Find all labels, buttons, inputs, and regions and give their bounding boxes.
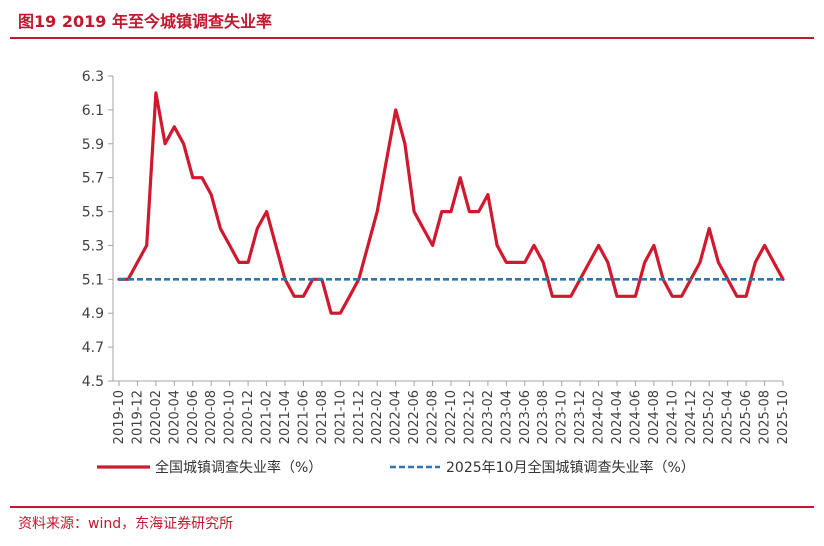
source-rule (10, 506, 814, 508)
y-tick-label: 5.1 (82, 272, 104, 288)
y-tick-label: 4.5 (82, 374, 104, 390)
series-layer (117, 91, 785, 315)
x-tick-label: 2021-06 (296, 390, 311, 444)
x-tick-label: 2024-02 (592, 390, 607, 444)
x-tick-label: 2023-10 (555, 390, 570, 444)
x-tick-label: 2020-08 (204, 390, 219, 444)
x-tick-label: 2024-10 (665, 390, 680, 444)
x-tick-label: 2021-02 (260, 390, 275, 444)
figure-title: 图19 2019 年至今城镇调查失业率 (18, 12, 272, 31)
x-tick-label: 2021-12 (352, 390, 367, 444)
x-tick-label: 2025-06 (739, 390, 754, 444)
x-tick-label: 2025-08 (758, 390, 773, 444)
x-tick-label: 2022-08 (426, 390, 441, 444)
y-tick-label: 5.9 (82, 137, 104, 153)
source-note: 资料来源：wind，东海证券研究所 (18, 516, 234, 532)
x-tick-label: 2023-12 (573, 390, 588, 444)
y-tick-label: 6.3 (82, 69, 104, 85)
series-line-unemployment (117, 91, 785, 315)
x-tick-label: 2022-10 (444, 390, 459, 444)
y-axis: 6.3 6.1 5.9 5.7 5.5 5.3 5.1 4.9 4.7 4.5 (82, 69, 114, 390)
legend-label-series-1: 全国城镇调查失业率（%） (155, 459, 322, 476)
y-tick-label: 6.1 (82, 103, 104, 119)
y-tick-label: 5.3 (82, 238, 104, 254)
x-tick-label: 2024-08 (647, 390, 662, 444)
x-axis: 2019-10 2019-12 2020-02 2020-04 2020-06 2020-… (112, 380, 791, 444)
x-tick-label: 2021-08 (315, 390, 330, 444)
x-tick-label: 2024-12 (684, 390, 699, 444)
y-tick-label: 5.5 (82, 205, 104, 221)
y-tick-label: 4.9 (82, 306, 104, 322)
x-tick-label: 2020-12 (241, 390, 256, 444)
x-tick-label: 2019-12 (130, 390, 145, 444)
x-tick-label: 2023-02 (481, 390, 496, 444)
y-tick-label: 5.7 (82, 171, 104, 187)
x-tick-label: 2023-04 (499, 390, 514, 444)
legend: 全国城镇调查失业率（%） 2025年10月全国城镇调查失业率（%） (97, 459, 695, 476)
x-tick-label: 2020-06 (186, 390, 201, 444)
x-tick-label: 2023-08 (536, 390, 551, 444)
x-tick-label: 2024-06 (628, 390, 643, 444)
x-tick-label: 2024-04 (610, 390, 625, 444)
title-rule (10, 37, 814, 39)
x-tick-label: 2022-04 (389, 390, 404, 444)
x-tick-label: 2022-02 (370, 390, 385, 444)
x-tick-label: 2022-12 (462, 390, 477, 444)
x-tick-label: 2020-04 (167, 390, 182, 444)
x-tick-label: 2021-10 (333, 390, 348, 444)
x-tick-label: 2023-06 (518, 390, 533, 444)
x-tick-label: 2020-10 (223, 390, 238, 444)
x-tick-label: 2021-04 (278, 390, 293, 444)
x-tick-label: 2019-10 (112, 390, 127, 444)
x-tick-label: 2020-02 (149, 390, 164, 444)
x-tick-label: 2025-04 (721, 390, 736, 444)
x-tick-label: 2025-02 (702, 390, 717, 444)
legend-label-series-2: 2025年10月全国城镇调查失业率（%） (446, 459, 695, 476)
x-tick-label: 2025-10 (776, 390, 791, 444)
y-tick-label: 4.7 (82, 340, 104, 356)
x-tick-label: 2022-06 (407, 390, 422, 444)
